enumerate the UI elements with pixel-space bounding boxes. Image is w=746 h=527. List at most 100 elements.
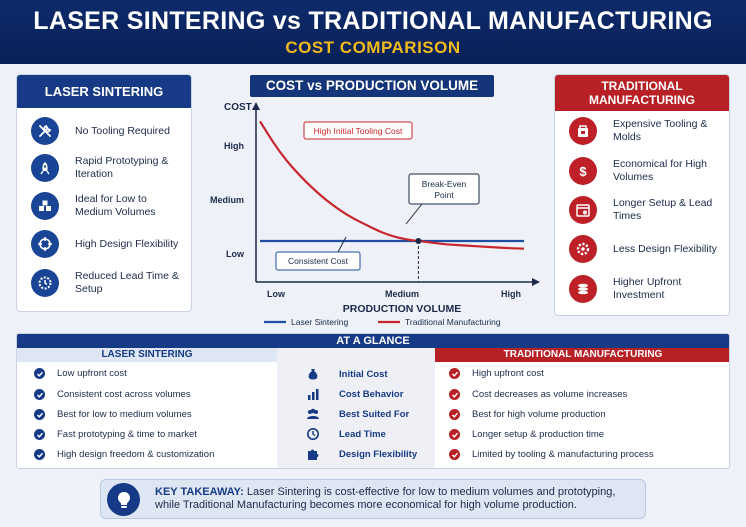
feature-text: Reduced Lead Time & Setup: [75, 270, 179, 295]
laser-sintering-panel-title: LASER SINTERING: [17, 75, 191, 108]
glance-laser-column: LASER SINTERING Low upfront cost Consist…: [17, 348, 277, 468]
series-line-traditional-manufacturing: [259, 120, 525, 250]
metric-row: Cost Behavior: [277, 387, 435, 401]
metric-label: Lead Time: [339, 428, 386, 440]
feature-text: Longer Setup & Lead Times: [613, 197, 713, 222]
list-item-text: Cost decreases as volume increases: [472, 389, 628, 400]
key-takeaway-line2: while Traditional Manufacturing becomes …: [155, 499, 577, 511]
x-axis-arrow: [532, 278, 540, 286]
consistent-cost-text: Consistent Cost: [288, 256, 349, 266]
x-tick-label: High: [501, 289, 521, 299]
list-item-text: Best for high volume production: [472, 409, 606, 420]
feature-item: Less Design Flexibility: [569, 235, 723, 263]
metric-label: Design Flexibility: [339, 448, 418, 460]
key-takeaway-line1: Laser Sintering is cost-effective for lo…: [246, 486, 616, 498]
feature-item: Reduced Lead Time & Setup: [31, 269, 185, 297]
feature-text: No Tooling Required: [75, 124, 170, 137]
break-even-point-marker: [415, 238, 422, 244]
list-item: Consistent cost across volumes: [34, 389, 191, 400]
feature-item: Expensive Tooling & Molds: [569, 117, 723, 145]
at-a-glance-title: AT A GLANCE: [17, 334, 729, 348]
svg-text:$: $: [579, 164, 587, 179]
high-tooling-cost-callout: High Initial Tooling Cost: [303, 121, 413, 140]
x-tick-label: Medium: [385, 289, 419, 299]
check-icon: [34, 429, 45, 440]
feature-text: Expensive Tooling & Molds: [613, 118, 708, 143]
check-icon: [34, 409, 45, 420]
key-takeaway-box: KEY TAKEAWAY: Laser Sintering is cost-ef…: [100, 479, 646, 519]
coins-icon: [569, 275, 597, 303]
feature-item: High Design Flexibility: [31, 230, 185, 258]
list-item-text: Low upfront cost: [57, 368, 127, 379]
metric-row: Design Flexibility: [277, 447, 435, 461]
feature-text: Less Design Flexibility: [613, 242, 717, 255]
page-title: LASER SINTERING vs TRADITIONAL MANUFACTU…: [33, 7, 713, 35]
high-tooling-cost-text: High Initial Tooling Cost: [314, 126, 403, 136]
header-banner: LASER SINTERING vs TRADITIONAL MANUFACTU…: [0, 0, 746, 64]
at-a-glance-table: AT A GLANCE LASER SINTERING Low upfront …: [16, 333, 730, 469]
metric-label: Cost Behavior: [339, 388, 404, 400]
puzzle-icon: [305, 447, 321, 461]
list-item-text: Longer setup & production time: [472, 429, 605, 440]
list-item: Best for high volume production: [449, 409, 606, 420]
cost-volume-chart: COST PRODUCTION VOLUME Low Medium High L…: [210, 102, 540, 327]
dollar-icon: $: [569, 157, 597, 185]
money-bag-icon: [305, 367, 321, 381]
feature-item: Ideal for Low to Medium Volumes: [31, 192, 185, 220]
y-axis-label: COST: [224, 102, 252, 113]
list-item-text: High design freedom & customization: [57, 449, 215, 460]
y-tick-label: Low: [226, 249, 245, 259]
legend-label-traditional-manufacturing: Traditional Manufacturing: [405, 317, 501, 327]
glance-traditional-column: TRADITIONAL MANUFACTURING High upfront c…: [435, 348, 729, 468]
panel-title-line1: TRADITIONAL: [601, 79, 683, 93]
users-icon: [305, 407, 321, 421]
feature-item: Longer Setup & Lead Times: [569, 196, 723, 224]
cubes-icon: [31, 192, 59, 220]
check-icon: [449, 389, 460, 400]
check-icon: [449, 429, 460, 440]
list-item: Cost decreases as volume increases: [449, 389, 627, 400]
check-icon: [449, 449, 460, 460]
glance-metric-column: Initial Cost Cost Behavior Best Suited F…: [277, 348, 435, 468]
chart-title: COST vs PRODUCTION VOLUME: [250, 75, 494, 97]
tools-icon: [31, 117, 59, 145]
feature-item: No Tooling Required: [31, 117, 185, 145]
list-item: Limited by tooling & manufacturing proce…: [449, 449, 654, 460]
feature-item: Rapid Prototyping & Iteration: [31, 154, 185, 182]
y-tick-label: High: [224, 141, 244, 151]
key-takeaway-text: KEY TAKEAWAY: Laser Sintering is cost-ef…: [155, 486, 641, 512]
list-item-text: Limited by tooling & manufacturing proce…: [472, 449, 654, 460]
check-icon: [34, 368, 45, 379]
metric-row: Best Suited For: [277, 407, 435, 421]
list-item: High design freedom & customization: [34, 449, 214, 460]
clock-icon: [305, 427, 321, 441]
y-axis-arrow: [252, 102, 260, 110]
list-item-text: Fast prototyping & time to market: [57, 429, 197, 440]
metric-label: Best Suited For: [339, 408, 410, 420]
laser-sintering-panel: LASER SINTERING No Tooling Required Rapi…: [16, 74, 192, 312]
chart-legend: Laser Sintering Traditional Manufacturin…: [264, 317, 501, 327]
break-even-text-line1: Break-Even: [422, 179, 467, 189]
mold-icon: [569, 117, 597, 145]
traditional-manufacturing-panel: TRADITIONAL MANUFACTURING Expensive Tool…: [554, 74, 730, 316]
x-tick-label: Low: [267, 289, 286, 299]
traditional-manufacturing-panel-title: TRADITIONAL MANUFACTURING: [555, 75, 729, 111]
list-item: Fast prototyping & time to market: [34, 429, 197, 440]
check-icon: [34, 449, 45, 460]
feature-text: Economical for High Volumes: [613, 158, 707, 183]
feature-text: Higher Upfront Investment: [613, 276, 682, 301]
break-even-text-line2: Point: [434, 190, 454, 200]
metric-row: Lead Time: [277, 427, 435, 441]
list-item-text: Best for low to medium volumes: [57, 409, 192, 420]
check-icon: [449, 409, 460, 420]
y-tick-label: Medium: [210, 195, 244, 205]
check-icon: [34, 389, 45, 400]
consistent-cost-callout: Consistent Cost: [275, 236, 361, 271]
feature-item: Higher Upfront Investment: [569, 275, 723, 303]
check-icon: [449, 368, 460, 379]
panel-title-line2: MANUFACTURING: [589, 93, 695, 107]
metric-row: Initial Cost: [277, 367, 435, 381]
list-item: Best for low to medium volumes: [34, 409, 192, 420]
feature-text: Ideal for Low to Medium Volumes: [75, 193, 156, 218]
page-subtitle: COST COMPARISON: [285, 38, 461, 57]
